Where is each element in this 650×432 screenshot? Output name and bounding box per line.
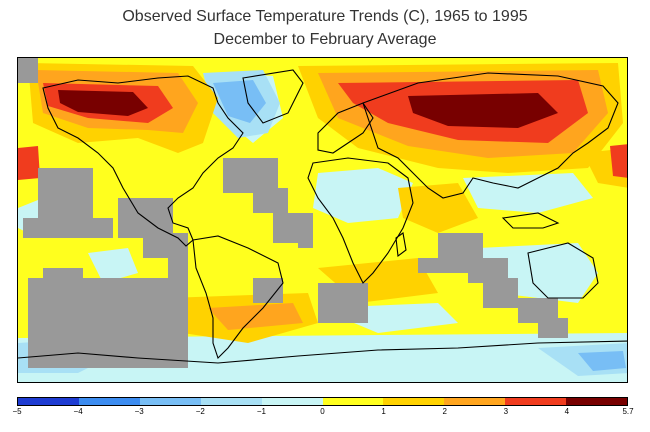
colorbar-swatch-3: [200, 398, 262, 405]
missing-data-regions: [18, 58, 568, 368]
colorbar-tick-labels: −5 −4 −3 −2 −1 0 1 2 3 4 5.7: [12, 407, 633, 421]
colorbar-tick-label: 4: [564, 407, 570, 416]
greenland-coastline: [242, 69, 304, 124]
map-canvas: [18, 58, 627, 382]
indonesia-coastline: [501, 212, 560, 229]
colorbar-tick-label: −1: [256, 407, 266, 416]
map-subtitle: December to February Average: [213, 31, 437, 48]
coastlines: [18, 69, 627, 364]
colorbar-swatch-7: [444, 398, 506, 405]
colorbar-tick-label: −4: [73, 407, 83, 416]
africa-coastline: [307, 157, 414, 284]
colorbar-tick-label: −3: [134, 407, 144, 416]
asia-coastline: [362, 72, 619, 199]
colorbar: [17, 397, 628, 406]
antarctica-coastline: [18, 340, 627, 364]
colorbar-swatch-0: [18, 398, 79, 405]
south-america-coastline: [192, 235, 284, 360]
extreme-warming-regions: [58, 90, 558, 128]
europe-coastline: [317, 102, 374, 154]
colorbar-tick-label: 5.7: [622, 407, 634, 416]
colorbar-swatch-6: [383, 398, 445, 405]
colorbar-swatch-4: [261, 398, 323, 405]
colorbar-tick-label: 1: [381, 407, 386, 416]
colorbar-tick-label: 3: [503, 407, 509, 416]
colorbar-swatch-9: [566, 398, 628, 405]
temperature-trend-map: [17, 57, 628, 383]
madagascar-coastline: [395, 232, 407, 258]
north-america-coastline: [42, 75, 244, 247]
colorbar-tick-label: −2: [195, 407, 205, 416]
colorbar-swatch-2: [139, 398, 201, 405]
colorbar-tick-label: −5: [12, 407, 22, 416]
australia-coastline: [527, 242, 599, 299]
colorbar-swatch-5: [322, 398, 384, 405]
colorbar-tick-label: 2: [442, 407, 447, 416]
map-title: Observed Surface Temperature Trends (C),…: [122, 8, 528, 25]
colorbar-tick-label: 0: [320, 407, 325, 416]
colorbar-swatch-8: [505, 398, 567, 405]
colorbar-swatch-1: [78, 398, 140, 405]
